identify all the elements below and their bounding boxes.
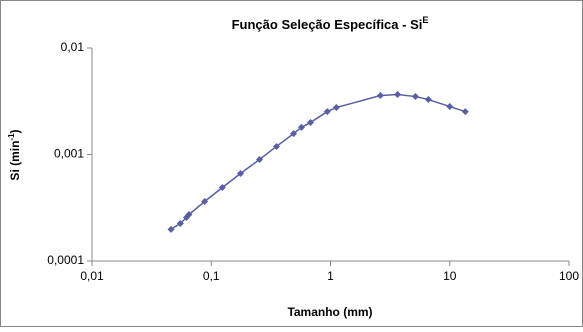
data-point (323, 108, 331, 116)
data-point (290, 130, 298, 138)
data-point (297, 123, 305, 131)
x-tick-label: 1 (327, 269, 334, 283)
data-point (332, 104, 340, 112)
x-tick-label: 10 (443, 269, 457, 283)
title-superscript: E (422, 15, 428, 25)
data-point (218, 183, 226, 191)
y-tick-label: 0,0001 (47, 253, 84, 267)
y-label-superscript: -1 (7, 133, 16, 141)
chart-title: Função Seleção Específica - SiE (232, 15, 429, 32)
data-point (167, 225, 175, 233)
title-text: Função Seleção Específica - Si (232, 17, 423, 32)
data-point (376, 92, 384, 100)
x-tick-label: 0,01 (80, 269, 104, 283)
x-axis-label: Tamanho (mm) (287, 305, 372, 319)
y-axis-label: Si (min-1) (7, 129, 22, 180)
data-point (185, 211, 193, 219)
data-point (201, 197, 209, 205)
data-point (411, 93, 419, 101)
x-tick-label: 100 (559, 269, 579, 283)
data-point (424, 96, 432, 104)
data-point (461, 108, 469, 116)
data-point (256, 156, 264, 164)
data-point (176, 219, 184, 227)
y-tick-label: 0,001 (54, 147, 84, 161)
data-point (394, 90, 402, 98)
y-label-text: Si (min (8, 141, 22, 181)
data-point (237, 170, 245, 178)
y-label-end: ) (8, 129, 22, 133)
y-tick-label: 0,01 (61, 40, 85, 54)
data-point (307, 118, 315, 126)
data-point (446, 103, 454, 111)
data-point (272, 142, 280, 150)
x-tick-label: 0,1 (203, 269, 220, 283)
